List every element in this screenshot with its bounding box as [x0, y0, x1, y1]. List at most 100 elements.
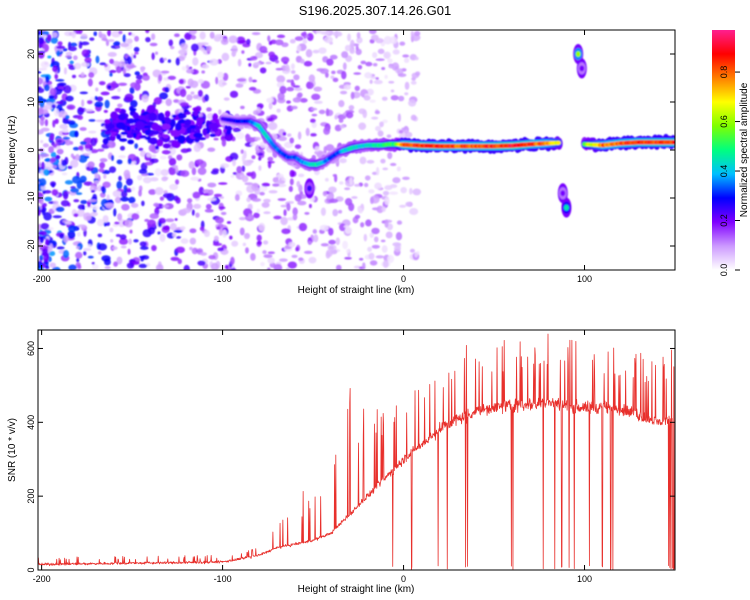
spectrogram-noise-cell: [56, 139, 63, 143]
spectrogram-noise-cell: [354, 214, 361, 219]
spectrogram-noise-cell: [120, 245, 127, 249]
spectrogram-noise-cell: [176, 154, 183, 161]
spectrogram-noise-cell: [172, 165, 178, 169]
spectrogram-xtick-label: -100: [214, 274, 232, 284]
spectrogram-noise-cell: [375, 125, 382, 132]
spectrogram-noise-cell: [335, 264, 342, 270]
spectrogram-noise-cell: [157, 133, 164, 139]
spectrogram-noise-cell: [38, 51, 45, 59]
spectrogram-noise-cell: [125, 189, 132, 193]
spectrogram-noise-cell: [241, 165, 246, 172]
spectrogram-noise-cell: [380, 239, 386, 243]
spectrogram-noise-cell: [167, 59, 172, 63]
spectrogram-noise-cell: [387, 152, 393, 160]
spectrogram-noise-cell: [282, 131, 287, 136]
spectrogram-noise-cell: [244, 182, 254, 186]
spectrogram-noise-cell: [44, 196, 53, 202]
spectrogram-noise-cell: [334, 114, 338, 120]
spectrogram-noise-cell: [87, 150, 92, 155]
spectrogram-noise-cell: [223, 128, 228, 133]
spectrogram-noise-cell: [100, 91, 110, 96]
spectrogram-noise-cell: [98, 81, 106, 86]
spectrogram-noise-cell: [70, 188, 79, 193]
spectrogram-noise-cell: [276, 173, 284, 179]
spectrogram-noise-cell: [239, 227, 245, 236]
spectrogram-noise-cell: [69, 42, 78, 47]
spectrogram-noise-cell: [61, 172, 68, 176]
spectrogram-noise-cell: [371, 116, 379, 120]
spectrogram-noise-cell: [310, 133, 317, 137]
spectrogram-noise-cell: [164, 110, 171, 118]
spectrogram-noise-cell: [404, 81, 410, 90]
spectrogram-noise-cell: [356, 36, 363, 44]
spectrogram-noise-cell: [323, 127, 331, 135]
spectrogram-noise-cell: [374, 110, 381, 115]
snr-panel: -200 -100 0 100 0 200 400 600 Height of straigh…: [7, 329, 676, 595]
spectrogram-noise-cell: [318, 47, 327, 54]
spectrogram-noise-cell: [158, 112, 165, 122]
spectrogram-noise-cell: [140, 66, 145, 73]
spectrogram-noise-cell: [97, 251, 102, 255]
spectrogram-noise-cell: [95, 55, 100, 64]
spectrogram-noise-cell: [67, 46, 77, 52]
spectrogram-noise-cell: [38, 95, 44, 102]
spectrogram-noise-cell: [343, 84, 351, 90]
spectrogram-noise-cell: [133, 239, 139, 243]
spectrogram-noise-cell: [184, 119, 192, 126]
spectrogram-noise-cell: [373, 236, 379, 243]
spectrogram-noise-cell: [162, 204, 170, 208]
spectrogram-noise-cell: [42, 202, 47, 208]
colorbar-ticks: 0.0 0.2 0.4 0.6 0.8: [719, 66, 740, 276]
spectrogram-noise-cell: [268, 51, 276, 58]
spectrogram-noise-cell: [87, 200, 91, 208]
spectrogram-noise-cell: [292, 207, 298, 216]
spectrogram-noise-cell: [285, 267, 290, 270]
spectrogram-noise-cell: [396, 220, 403, 225]
colorbar-tick-label: 0.2: [719, 214, 729, 227]
spectrogram-noise-cell: [61, 131, 70, 135]
spectrogram-noise-cell: [55, 101, 64, 105]
spectrogram-noise-cell: [218, 229, 223, 236]
snr-ylabel: SNR (10 * v/v): [7, 418, 18, 482]
spectrogram-noise-cell: [113, 41, 121, 47]
spectrogram-noise-cell: [328, 239, 336, 245]
spectrogram-noise-cell: [384, 219, 389, 228]
spectrogram-noise-cell: [256, 208, 261, 213]
spectrogram-noise-cell: [109, 72, 113, 77]
spectrogram-noise-cell: [192, 57, 199, 66]
spectrogram-noise-cell: [221, 52, 230, 62]
spectrogram-noise-cell: [364, 72, 373, 79]
spectrogram-noise-cell: [368, 189, 375, 194]
spectrogram-noise-cell: [39, 153, 50, 158]
spectrogram-noise-cell: [355, 48, 362, 56]
spectrogram-noise-cell: [79, 127, 87, 131]
spectrogram-noise-cell: [68, 264, 77, 270]
spectrogram-noise-cell: [153, 202, 160, 207]
spectrogram-noise-cell: [38, 153, 41, 162]
spectrogram-noise-cell: [259, 45, 268, 53]
spectrogram-noise-cell: [39, 116, 45, 121]
snr-plot-area: [38, 330, 675, 570]
spectrogram-noise-cell: [345, 111, 354, 119]
spectrogram-noise-cell: [399, 41, 406, 46]
spectrogram-noise-cell: [130, 203, 139, 208]
spectrogram-noise-cell: [133, 46, 140, 53]
spectrogram-noise-cell: [217, 71, 224, 79]
spectrogram-noise-cell: [342, 62, 347, 71]
spectrogram-noise-cell: [195, 212, 200, 218]
spectrogram-noise-cell: [62, 136, 71, 140]
spectrogram-noise-cell: [304, 35, 309, 38]
spectrogram-noise-cell: [115, 233, 122, 237]
spectrogram-noise-cell: [180, 148, 189, 154]
spectrogram-noise-cell: [275, 60, 280, 64]
spectrogram-noise-cell: [130, 82, 138, 88]
spectrogram-noise-cell: [77, 264, 82, 270]
spectrogram-noise-cell: [201, 64, 210, 69]
spectrogram-noise-cell: [199, 31, 206, 40]
spectrogram-noise-cell: [236, 165, 243, 174]
spectrogram-noise-cell: [145, 30, 150, 34]
spectrogram-noise-cell: [382, 190, 390, 196]
spectrogram-noise-cell: [38, 67, 48, 71]
spectrogram-noise-cell: [308, 240, 312, 245]
spectrogram-noise-cell: [134, 143, 139, 149]
